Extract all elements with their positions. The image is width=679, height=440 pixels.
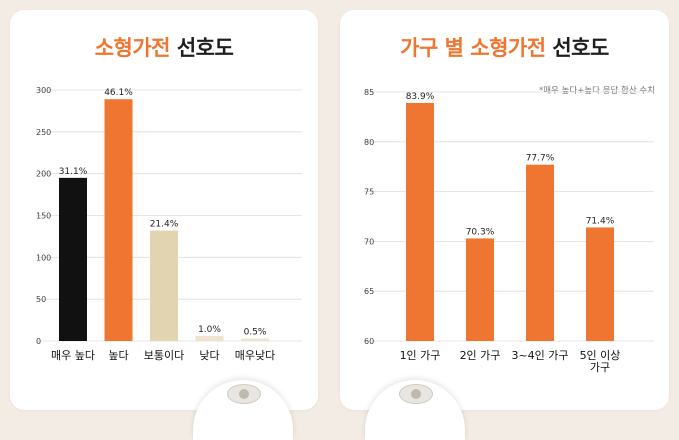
right-chart-x-tick-label: 2인 가구 <box>460 349 501 362</box>
left-chart-x-tick-label: 매우낮다 <box>235 349 275 362</box>
right-chart-x-tick-label: 3~4인 가구 <box>511 349 568 362</box>
right-chart-bar <box>586 227 614 341</box>
left-chart-y-tick-label: 150 <box>36 212 51 221</box>
left-chart-y-tick-label: 0 <box>36 337 41 346</box>
left-chart-bar <box>150 230 178 341</box>
right-chart-y-tick-label: 80 <box>364 138 374 147</box>
left-chart-y-tick-label: 200 <box>36 170 51 179</box>
right-chart-bar <box>406 102 434 342</box>
left-chart-bar <box>195 335 224 341</box>
left-chart-data-label: 46.1% <box>104 88 133 98</box>
left-chart-x-tick-label: 매우 높다 <box>51 349 95 362</box>
right-chart-bar <box>466 238 494 341</box>
left-chart-bar <box>59 177 87 341</box>
right-chart-data-label: 71.4% <box>586 216 615 226</box>
right-chart-data-label: 83.9% <box>406 92 435 102</box>
bar-chart-preference: 0 50 100 150 200 250 300 31.1% 매우 높다 46.1% 높다 21.4%… <box>36 86 302 362</box>
right-chart-y-tick-label: 65 <box>364 287 374 296</box>
right-chart-bar <box>526 164 554 341</box>
appliance-knob-right <box>399 384 433 404</box>
left-chart-y-tick-label: 250 <box>36 128 51 137</box>
right-chart-data-label: 70.3% <box>466 227 495 237</box>
left-chart-bar <box>241 338 269 341</box>
chart-note: *매우 높다+높다 응답 합산 수치 <box>538 86 655 96</box>
left-chart-data-label: 1.0% <box>198 325 221 335</box>
right-chart-y-tick-label: 60 <box>364 337 374 346</box>
chart-title-right: 가구 별 소형가전 선호도 <box>340 32 669 62</box>
left-chart-data-label: 21.4% <box>150 220 179 230</box>
left-chart-x-tick-label: 낮다 <box>199 349 219 362</box>
chart-card-left: 소형가전 선호도 0 50 100 150 200 250 300 31.1% 매우 높다 46.… <box>10 10 318 440</box>
right-chart-x-tick-label: 1인 가구 <box>400 349 441 362</box>
chart-card-right: 가구 별 소형가전 선호도 *매우 높다+높다 응답 합산 수치 60 65 70 7… <box>340 10 669 440</box>
left-chart-y-tick-label: 100 <box>36 253 51 262</box>
left-chart-data-label: 31.1% <box>59 167 88 177</box>
left-chart-y-tick-label: 50 <box>36 295 46 304</box>
right-chart-x-tick-label: 5인 이상 <box>580 349 621 362</box>
bar-chart-household: 60 65 70 75 80 85 83.9% 1인 가구 70.3% 2인 가구 77.7% 3~4… <box>364 88 654 374</box>
chart-title-left: 소형가전 선호도 <box>10 32 318 62</box>
appliance-knob-left <box>227 384 261 404</box>
right-chart-y-tick-label: 70 <box>364 237 374 246</box>
right-chart-x-tick-label: 가구 <box>590 361 610 374</box>
chart-title-left-rest: 선호도 <box>176 36 234 60</box>
left-chart-data-label: 0.5% <box>244 327 267 337</box>
left-chart-x-tick-label: 높다 <box>108 349 128 362</box>
chart-title-right-accent: 가구 별 소형가전 <box>400 36 546 60</box>
chart-title-left-accent: 소형가전 <box>94 36 171 60</box>
right-chart-y-tick-label: 75 <box>364 188 374 197</box>
right-chart-y-tick-label: 85 <box>364 88 374 97</box>
left-chart-bar <box>104 99 133 341</box>
chart-title-right-rest: 선호도 <box>552 36 609 60</box>
left-chart-y-tick-label: 300 <box>36 86 51 95</box>
right-chart-data-label: 77.7% <box>526 154 555 164</box>
left-chart-x-tick-label: 보통이다 <box>144 349 184 362</box>
